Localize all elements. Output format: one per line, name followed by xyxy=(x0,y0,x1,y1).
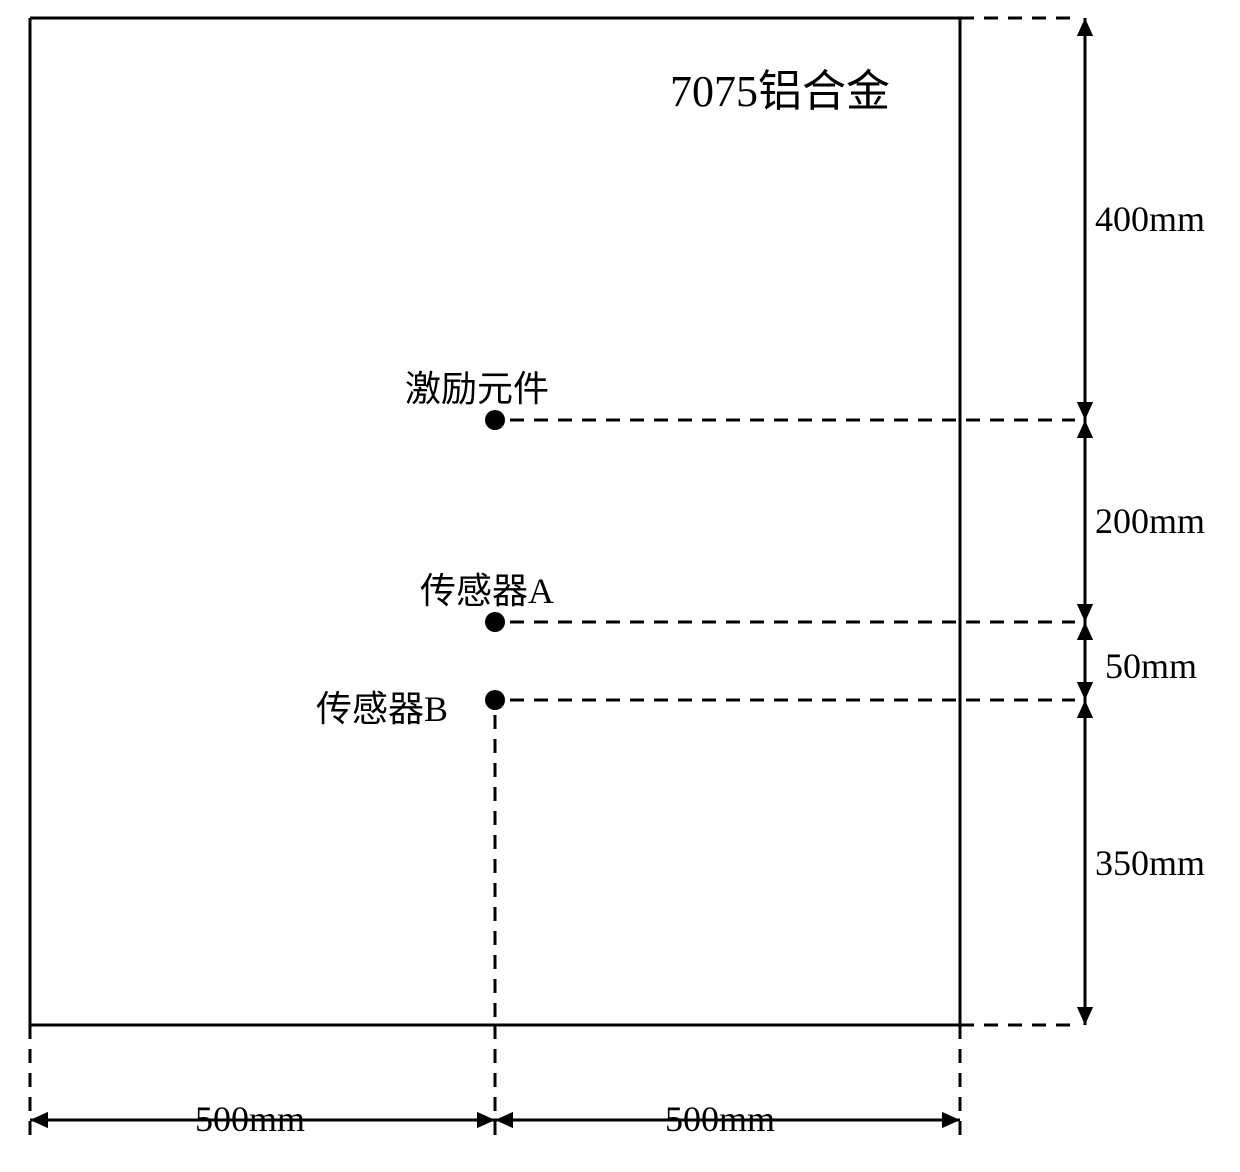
material-title: 7075铝合金 xyxy=(670,55,890,119)
sensor-a-label: 传感器A xyxy=(420,562,554,614)
dim-right-500mm: 500mm xyxy=(665,1098,775,1140)
engineering-diagram: 7075铝合金 激励元件 传感器A 传感器B 400mm 200mm 50mm … xyxy=(0,0,1240,1172)
dim-left-500mm: 500mm xyxy=(195,1098,305,1140)
dim-350mm: 350mm xyxy=(1095,842,1205,884)
dim-200mm: 200mm xyxy=(1095,500,1205,542)
diagram-svg xyxy=(0,0,1240,1172)
sensor-b-label: 传感器B xyxy=(316,680,448,732)
dim-50mm: 50mm xyxy=(1105,645,1197,687)
dim-400mm: 400mm xyxy=(1095,198,1205,240)
excitation-label: 激励元件 xyxy=(405,360,549,412)
